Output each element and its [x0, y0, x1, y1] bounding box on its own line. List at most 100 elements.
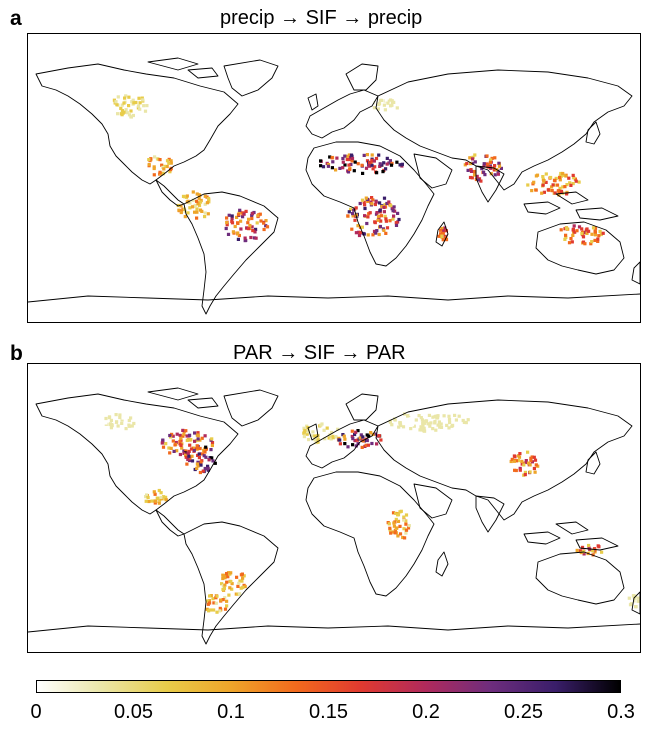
heat-cell	[376, 214, 381, 218]
heat-cell	[195, 192, 199, 196]
heat-cell	[358, 201, 362, 206]
heat-cell	[239, 219, 243, 223]
heat-cell	[389, 104, 393, 108]
heat-cell	[551, 183, 555, 187]
heat-cell	[632, 597, 636, 601]
heat-cell	[496, 172, 500, 176]
heat-cell	[384, 98, 388, 102]
heat-cell	[116, 112, 120, 116]
heat-cell	[319, 423, 323, 427]
heat-cell	[158, 158, 162, 162]
heat-cell	[163, 164, 167, 168]
hotspot-east-africa	[386, 509, 411, 540]
heat-cell	[517, 455, 522, 459]
heat-cell	[540, 191, 544, 195]
heat-cell	[363, 206, 367, 211]
heat-cell	[207, 196, 211, 201]
heat-cell	[362, 200, 366, 204]
heat-cell	[262, 221, 266, 225]
heat-cell	[350, 156, 355, 161]
heat-cell	[581, 235, 586, 239]
heat-cell	[313, 438, 317, 442]
heat-cell	[243, 584, 247, 589]
heat-cell	[385, 162, 389, 166]
heat-cell	[407, 414, 411, 418]
heat-cell	[124, 108, 128, 112]
heat-cell	[382, 210, 386, 214]
heat-cell	[378, 162, 382, 166]
heat-cell	[526, 450, 530, 454]
heat-cell	[152, 165, 156, 169]
heat-cell	[244, 209, 248, 213]
panel-a-letter: a	[10, 7, 22, 30]
heat-cell	[460, 422, 464, 426]
heat-cell	[513, 468, 517, 472]
heat-cell	[250, 214, 254, 218]
heat-cell	[418, 428, 422, 432]
heat-cell	[439, 422, 443, 426]
heat-cell	[374, 212, 379, 216]
heat-cell	[347, 157, 351, 162]
heat-cell	[527, 461, 531, 465]
heat-cell	[157, 501, 161, 505]
coastline-path	[523, 531, 561, 545]
heat-cell	[178, 439, 182, 444]
heat-cell	[182, 449, 186, 453]
heat-cell	[195, 210, 199, 214]
hotspot-great-lakes	[160, 428, 215, 457]
heat-cell	[330, 166, 334, 170]
heat-cell	[391, 217, 395, 221]
heat-cell	[356, 442, 360, 446]
heat-cell	[389, 531, 393, 535]
heat-cell	[256, 214, 260, 218]
coastline-path	[305, 419, 379, 469]
coastline-path	[523, 201, 561, 215]
heat-cell	[173, 443, 177, 447]
heat-cell	[116, 424, 120, 428]
coastline-path	[28, 293, 640, 303]
heat-cell	[250, 216, 254, 221]
heat-cell	[470, 176, 474, 180]
heat-cell	[533, 470, 537, 474]
heat-cell	[129, 115, 133, 119]
heat-cell	[385, 156, 389, 160]
panel-a-title: precip → SIF → precip	[220, 7, 423, 29]
heat-cell	[238, 208, 242, 212]
heat-cell	[533, 458, 538, 462]
heat-cell	[417, 414, 421, 418]
heat-cell	[213, 461, 217, 465]
heat-cell	[206, 464, 210, 468]
heat-cell	[175, 449, 179, 453]
heat-cell	[419, 416, 423, 420]
heat-cell	[184, 451, 188, 455]
heat-cell	[529, 459, 533, 463]
heat-cell	[248, 223, 252, 228]
heat-cell	[379, 98, 383, 102]
heat-cell	[571, 182, 575, 186]
heat-cell	[457, 414, 461, 418]
heat-cell	[302, 426, 306, 430]
heat-cell	[542, 190, 546, 194]
heat-cell	[207, 609, 211, 613]
heat-cell	[122, 101, 126, 105]
heat-cell	[489, 166, 493, 170]
heat-cell	[524, 460, 528, 465]
hotspot-balkans-black-sea	[336, 429, 383, 449]
heat-cell	[251, 229, 255, 233]
heat-cell	[184, 429, 188, 433]
hotspot-argentina	[205, 594, 229, 614]
heat-cell	[354, 430, 358, 434]
heat-cell	[140, 96, 144, 100]
heat-cell	[355, 438, 359, 442]
coastline-path	[413, 153, 453, 189]
heat-cell	[402, 515, 406, 519]
heat-cell	[191, 190, 195, 194]
heat-cell	[211, 459, 215, 463]
heat-cell	[499, 166, 503, 170]
heat-cell	[197, 452, 201, 456]
heat-cell	[212, 608, 216, 612]
heat-cell	[370, 153, 374, 157]
heat-cell	[195, 216, 199, 220]
heat-cell	[493, 173, 497, 177]
heat-cell	[346, 170, 351, 174]
